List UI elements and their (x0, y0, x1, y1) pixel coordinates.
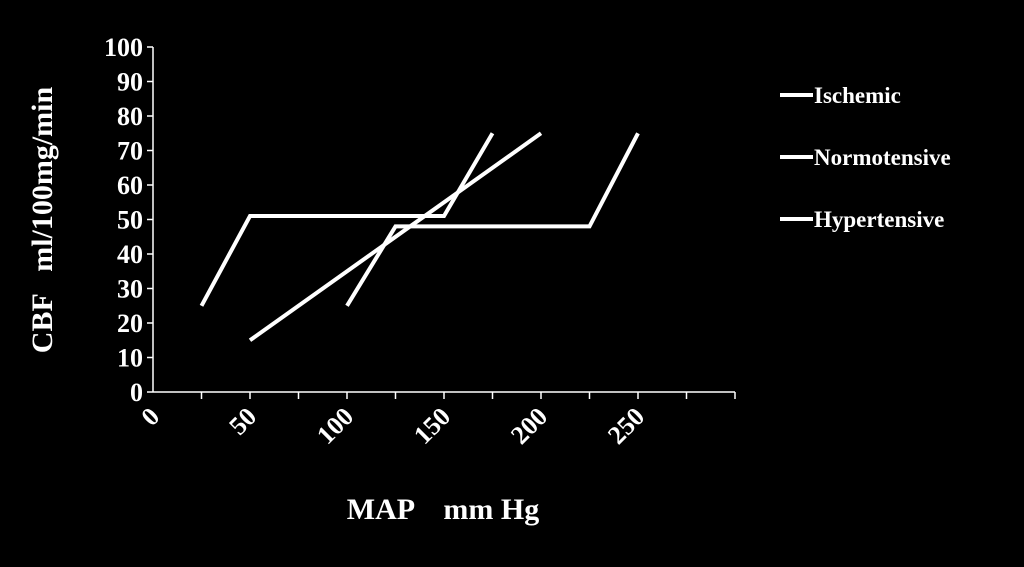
y-axis-title: CBF ml/100mg/min (26, 86, 59, 353)
y-tick-label: 20 (117, 309, 143, 338)
y-tick-label: 50 (117, 206, 143, 235)
y-tick-label: 90 (117, 68, 143, 97)
y-axis-ticks: 0 10 20 30 40 50 60 70 80 90 100 (104, 33, 153, 407)
legend-label: Hypertensive (814, 207, 944, 232)
y-tick-label: 80 (117, 102, 143, 131)
y-tick-label: 60 (117, 171, 143, 200)
y-tick-label: 30 (117, 275, 143, 304)
series-line-ischemic (345, 132, 640, 307)
y-tick-label: 40 (117, 240, 143, 269)
legend-label: Normotensive (814, 145, 951, 170)
y-tick-label: 10 (117, 344, 143, 373)
series-line-normotensive (199, 132, 495, 307)
series-line-hypertensive (248, 131, 543, 342)
legend: Ischemic Normotensive Hypertensive (780, 83, 951, 232)
x-axis-title: MAP mm Hg (347, 493, 539, 526)
y-tick-label: 70 (117, 137, 143, 166)
legend-label: Ischemic (814, 83, 901, 108)
y-tick-label: 0 (130, 378, 143, 407)
series-lines (199, 131, 640, 342)
y-tick-label: 100 (104, 33, 143, 62)
